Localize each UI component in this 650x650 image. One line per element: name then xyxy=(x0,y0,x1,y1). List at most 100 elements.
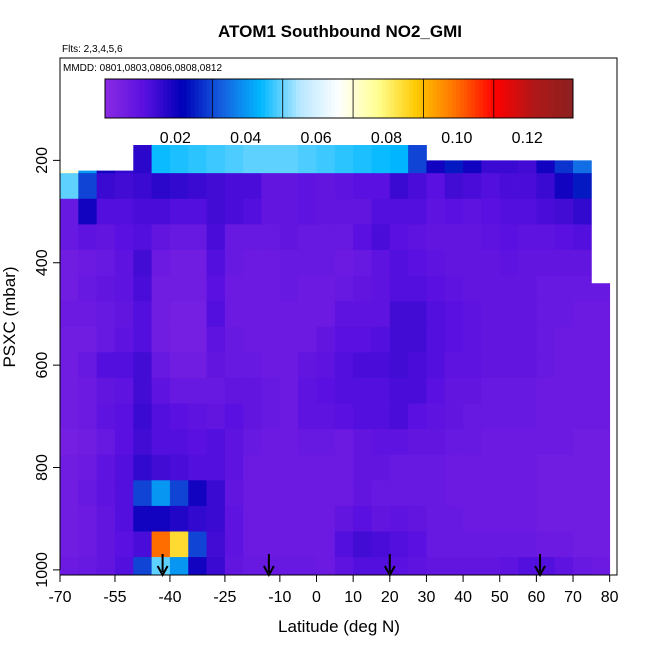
heatmap-cell xyxy=(298,557,317,576)
heatmap-cell xyxy=(334,173,354,200)
heatmap-cell xyxy=(316,301,336,328)
heatmap-cell xyxy=(261,377,281,404)
heatmap-cell xyxy=(518,454,537,481)
heatmap-cell xyxy=(60,377,79,404)
heatmap-cell xyxy=(573,531,592,558)
heatmap-cell xyxy=(353,145,372,174)
heatmap-cell xyxy=(169,352,189,379)
heatmap-cell xyxy=(573,326,592,353)
heatmap-cell xyxy=(206,505,226,532)
colorbar-segment xyxy=(557,79,562,118)
heatmap-cell xyxy=(224,198,244,225)
heatmap-cell xyxy=(316,557,336,576)
heatmap-cell xyxy=(426,275,446,302)
heatmap-cell xyxy=(353,377,372,404)
heatmap-cell xyxy=(188,403,207,430)
heatmap-cell xyxy=(463,403,482,430)
heatmap-cell xyxy=(536,429,556,456)
heatmap-cell xyxy=(224,480,244,507)
heatmap-cell xyxy=(353,249,372,276)
heatmap-cell xyxy=(591,352,611,379)
heatmap-cell xyxy=(169,454,189,481)
heatmap-cell xyxy=(591,454,611,481)
heatmap-cell xyxy=(224,145,244,174)
heatmap-cell xyxy=(279,198,299,225)
heatmap-cell xyxy=(371,454,391,481)
heatmap-cell xyxy=(481,480,501,507)
heatmap-cell xyxy=(463,557,482,576)
heatmap-cell xyxy=(279,301,299,328)
heatmap-cell xyxy=(78,531,98,558)
colorbar-segment xyxy=(385,79,391,118)
heatmap-cell xyxy=(298,352,317,379)
heatmap-cell xyxy=(536,326,556,353)
heatmap-cell xyxy=(518,301,537,328)
heatmap-cell xyxy=(481,531,501,558)
colorbar-segment xyxy=(323,79,328,118)
colorbar-segment xyxy=(327,79,332,118)
heatmap-cell xyxy=(554,224,574,251)
heatmap-cell xyxy=(243,403,262,430)
colorbar-segment xyxy=(225,79,231,118)
heatmap-cell xyxy=(591,429,611,456)
heatmap-cell xyxy=(243,352,262,379)
heatmap-cell xyxy=(353,173,372,200)
heatmap-cell xyxy=(426,454,446,481)
colorbar-segment xyxy=(534,79,539,118)
heatmap-cell xyxy=(371,377,391,404)
heatmap-cell xyxy=(279,352,299,379)
heatmap-cell xyxy=(261,275,281,302)
heatmap-cell xyxy=(78,429,98,456)
heatmap-cell xyxy=(371,326,391,353)
heatmap-cell xyxy=(481,403,501,430)
heatmap-cell xyxy=(389,301,409,328)
heatmap-cell xyxy=(353,557,372,576)
heatmap-cell xyxy=(188,173,207,200)
heatmap-cell xyxy=(224,531,244,558)
colorbar-segment xyxy=(456,79,461,118)
colorbar-segment xyxy=(284,79,289,118)
heatmap-cell xyxy=(389,326,409,353)
colorbar-segment xyxy=(112,79,118,118)
heatmap-cell xyxy=(481,429,501,456)
heatmap-cell xyxy=(408,403,427,430)
colorbar-segment xyxy=(549,79,554,118)
heatmap-cell xyxy=(114,377,134,404)
heatmap-cell xyxy=(60,224,79,251)
heatmap-cell xyxy=(408,145,427,174)
heatmap-cell xyxy=(536,224,556,251)
heatmap-cell xyxy=(133,505,153,532)
heatmap-cell xyxy=(188,505,207,532)
heatmap-cell xyxy=(243,454,262,481)
heatmap-cell xyxy=(444,480,464,507)
heatmap-cell xyxy=(224,429,244,456)
x-tick-label: 50 xyxy=(491,589,509,606)
colorbar-segment xyxy=(124,79,129,118)
heatmap-cell xyxy=(298,403,317,430)
heatmap-cell xyxy=(60,505,79,532)
heatmap-cell xyxy=(261,480,281,507)
heatmap-cell xyxy=(298,145,317,174)
heatmap-cell xyxy=(133,480,153,507)
heatmap-cell xyxy=(389,352,409,379)
heatmap-cell xyxy=(169,429,189,456)
heatmap-cell xyxy=(169,531,189,558)
heatmap-cell xyxy=(536,352,556,379)
heatmap-cell xyxy=(573,429,592,456)
heatmap-cell xyxy=(518,224,537,251)
heatmap-cell xyxy=(554,454,574,481)
colorbar-segment xyxy=(522,79,527,118)
heatmap-cell xyxy=(114,454,134,481)
heatmap-cell xyxy=(463,301,482,328)
heatmap-cell xyxy=(371,429,391,456)
heatmap-cell xyxy=(389,224,409,251)
colorbar-segment xyxy=(405,79,410,118)
heatmap-cell xyxy=(444,326,464,353)
heatmap-cell xyxy=(499,377,519,404)
heatmap-cell xyxy=(96,531,116,558)
heatmap-cell xyxy=(463,326,482,353)
colorbar-segment xyxy=(366,79,371,118)
heatmap-cell xyxy=(279,557,299,576)
heatmap-cell xyxy=(518,557,537,576)
heatmap-cell xyxy=(573,160,592,174)
